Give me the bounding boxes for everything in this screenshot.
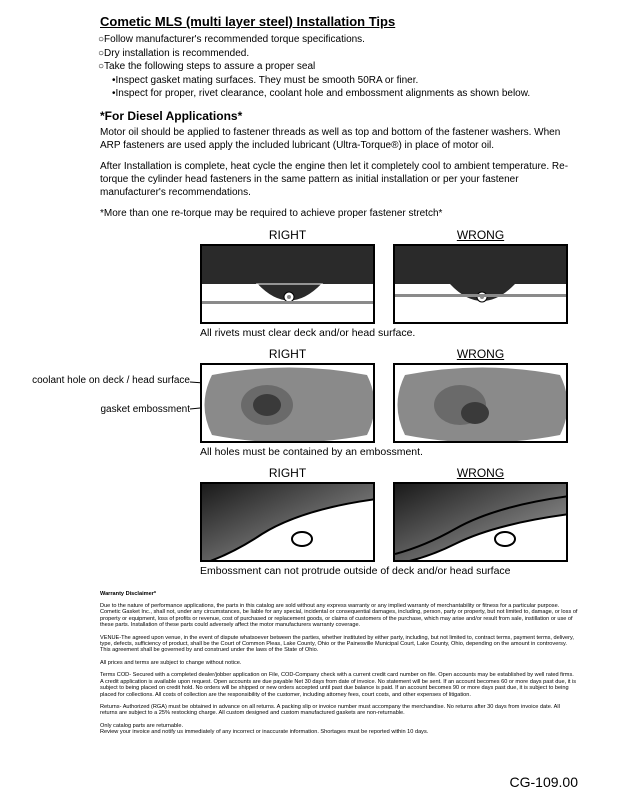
diagram-row-1: RIGHT WRONG [200, 228, 588, 324]
panel-rivet-wrong [393, 244, 568, 324]
panel-emboss-wrong [393, 482, 568, 562]
disclaimer-p: Due to the nature of performance applica… [100, 603, 578, 629]
disclaimer-p: Only catalog parts are returnable. Revie… [100, 723, 578, 736]
diesel-p2: After Installation is complete, heat cyc… [100, 160, 578, 199]
page-number: CG-109.00 [510, 774, 578, 790]
bullet-item: Inspect gasket mating surfaces. They mus… [112, 74, 588, 88]
label-right: RIGHT [200, 347, 375, 361]
label-right: RIGHT [200, 228, 375, 242]
disclaimer-block: Warranty Disclaimer* Due to the nature o… [100, 591, 578, 736]
label-wrong: WRONG [393, 347, 568, 361]
panel-hole-right [200, 363, 375, 443]
diagram-row-2: RIGHT WRONG [200, 347, 588, 443]
disclaimer-p: Returns- Authorized (RGA) must be obtain… [100, 704, 578, 717]
diesel-heading: *For Diesel Applications* [100, 109, 588, 123]
page-title: Cometic MLS (multi layer steel) Installa… [100, 14, 588, 29]
bullet-item: Take the following steps to assure a pro… [98, 60, 588, 74]
label-right: RIGHT [200, 466, 375, 480]
caption-1: All rivets must clear deck and/or head s… [200, 327, 588, 339]
caption-3: Embossment can not protrude outside of d… [200, 565, 560, 577]
panel-hole-wrong [393, 363, 568, 443]
panel-emboss-right [200, 482, 375, 562]
diesel-p1: Motor oil should be applied to fastener … [100, 126, 578, 152]
callout-coolant: coolant hole on deck / head surface [30, 375, 190, 387]
callout-emboss: gasket embossment [30, 404, 190, 416]
disclaimer-p: VENUE-The agreed upon venue, in the even… [100, 635, 578, 654]
disclaimer-p: Terms COD- Secured with a completed deal… [100, 672, 578, 698]
diagram-row-3: RIGHT WRO [200, 466, 588, 562]
label-wrong: WRONG [393, 228, 568, 242]
bullet-item: Follow manufacturer's recommended torque… [98, 33, 588, 47]
disclaimer-p: All prices and terms are subject to chan… [100, 660, 578, 666]
callout-block: coolant hole on deck / head surface gask… [30, 375, 190, 416]
caption-2: All holes must be contained by an emboss… [200, 446, 588, 458]
panel-rivet-right [200, 244, 375, 324]
label-wrong: WRONG [393, 466, 568, 480]
bullet-list: Follow manufacturer's recommended torque… [98, 33, 588, 101]
diesel-p3: *More than one re-torque may be required… [100, 207, 578, 220]
diagram-region: RIGHT WRONG [100, 228, 588, 577]
bullet-item: Inspect for proper, rivet clearance, coo… [112, 87, 588, 101]
bullet-item: Dry installation is recommended. [98, 47, 588, 61]
disclaimer-heading: Warranty Disclaimer* [100, 591, 578, 597]
